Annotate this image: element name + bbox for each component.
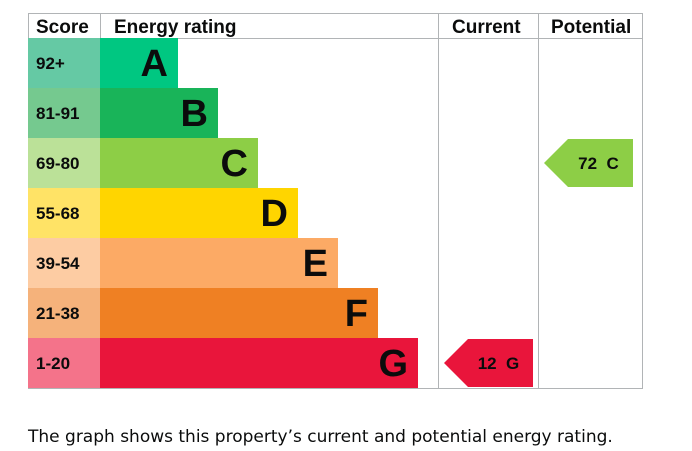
score-cell: [28, 38, 100, 88]
current-rating-arrow-label: 12 G: [478, 354, 520, 373]
potential-rating-arrow-label: 72 C: [578, 154, 619, 173]
rating-arrows: 12 G 72 C: [444, 139, 633, 387]
band-letter: D: [261, 193, 288, 235]
header-energy-rating: Energy rating: [114, 17, 236, 38]
rating-bands: 92+ A 81-91 B 69-80 C 55-68 D 39-54 E 21-38 F 1-20 G: [28, 38, 418, 388]
band-g: 1-20 G: [28, 338, 418, 388]
band-bar: [100, 288, 378, 338]
band-bar: [100, 188, 298, 238]
score-range-label: 21-38: [36, 304, 79, 323]
band-f: 21-38 F: [28, 288, 378, 338]
score-cell: [28, 188, 100, 238]
chart-caption: The graph shows this property’s current …: [28, 427, 613, 447]
header-score: Score: [36, 17, 89, 38]
band-bar: [100, 138, 258, 188]
potential-rating-arrow: 72 C: [544, 139, 633, 187]
band-a: 92+ A: [28, 38, 178, 88]
potential-rating-arrow-shape: [544, 139, 633, 187]
score-cell: [28, 138, 100, 188]
score-range-label: 81-91: [36, 104, 79, 123]
band-letter: E: [303, 243, 328, 285]
band-bar: [100, 38, 178, 88]
band-bar: [100, 88, 218, 138]
band-e: 39-54 E: [28, 238, 338, 288]
header-current: Current: [452, 17, 521, 38]
band-d: 55-68 D: [28, 188, 298, 238]
band-bar: [100, 238, 338, 288]
band-b: 81-91 B: [28, 88, 218, 138]
chart-headers: Score Energy rating Current Potential: [36, 17, 631, 38]
band-letter: C: [221, 143, 248, 185]
current-rating-arrow: 12 G: [444, 339, 533, 387]
band-c: 69-80 C: [28, 138, 258, 188]
score-cell: [28, 288, 100, 338]
band-bar: [100, 338, 418, 388]
epc-chart: Score Energy rating Current Potential 92…: [28, 13, 643, 389]
header-potential: Potential: [551, 17, 631, 38]
band-letter: A: [141, 43, 168, 85]
band-letter: F: [345, 293, 368, 335]
score-cell: [28, 338, 100, 388]
band-letter: B: [181, 93, 208, 135]
band-letter: G: [378, 343, 408, 385]
score-range-label: 39-54: [36, 254, 80, 273]
score-cell: [28, 88, 100, 138]
current-rating-arrow-shape: [444, 339, 533, 387]
score-range-label: 69-80: [36, 154, 79, 173]
score-range-label: 1-20: [36, 354, 70, 373]
score-range-label: 92+: [36, 54, 65, 73]
score-range-label: 55-68: [36, 204, 79, 223]
score-cell: [28, 238, 100, 288]
